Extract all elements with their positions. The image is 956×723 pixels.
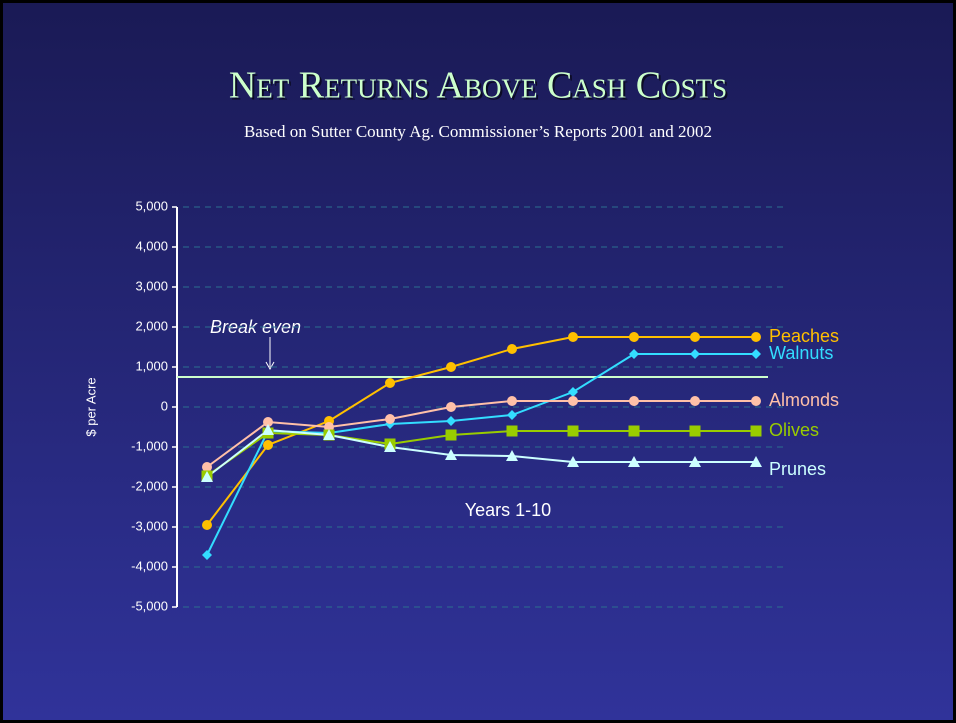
point — [385, 378, 395, 388]
series-label: Olives — [769, 420, 819, 440]
point — [629, 396, 639, 406]
point — [323, 429, 335, 440]
point — [262, 424, 274, 435]
y-tick-label: -1,000 — [131, 438, 168, 453]
point — [751, 349, 761, 359]
series-label: Peaches — [769, 326, 839, 346]
point — [385, 414, 395, 424]
point — [445, 429, 457, 441]
point — [202, 550, 212, 560]
point — [263, 440, 273, 450]
x-axis-label: Years 1-10 — [465, 500, 551, 520]
point — [507, 396, 517, 406]
point — [629, 349, 639, 359]
y-tick-label: 3,000 — [135, 278, 168, 293]
point — [690, 396, 700, 406]
point — [628, 425, 640, 437]
point — [507, 410, 517, 420]
point — [263, 417, 273, 427]
point — [567, 425, 579, 437]
point — [446, 416, 456, 426]
series-line — [206, 430, 756, 477]
y-tick-label: 5,000 — [135, 198, 168, 213]
point — [384, 441, 396, 452]
point — [629, 332, 639, 342]
point — [751, 332, 761, 342]
point — [202, 462, 212, 472]
point — [568, 332, 578, 342]
point — [507, 344, 517, 354]
y-tick-label: 4,000 — [135, 238, 168, 253]
point — [568, 396, 578, 406]
series-line — [206, 428, 756, 478]
point — [568, 387, 578, 397]
y-axis-label: $ per Acre — [83, 377, 98, 436]
title-shadow: Net Returns Above Cash Costs — [231, 67, 729, 109]
slide-background — [3, 3, 953, 720]
point — [446, 362, 456, 372]
point — [750, 425, 762, 437]
y-tick-label: 2,000 — [135, 318, 168, 333]
point — [690, 349, 700, 359]
series-line — [206, 400, 756, 468]
point — [567, 456, 579, 467]
point — [446, 402, 456, 412]
point — [202, 520, 212, 530]
y-tick-label: 0 — [161, 398, 168, 413]
plot: -5,000 -4,000 -3,000 -2,000 -1,000 0 1,000 2,00… — [131, 198, 839, 613]
point — [506, 450, 518, 461]
series-label: Prunes — [769, 459, 826, 479]
y-tick-label: -5,000 — [131, 598, 168, 613]
chart-subtitle: Based on Sutter County Ag. Commissioner’… — [244, 122, 712, 141]
y-tick-label: -4,000 — [131, 558, 168, 573]
chart-title: Net Returns Above Cash Costs — [229, 65, 727, 107]
series-label: Walnuts — [769, 343, 833, 363]
point — [506, 425, 518, 437]
y-tick-label: -3,000 — [131, 518, 168, 533]
point — [689, 456, 701, 467]
point — [750, 456, 762, 467]
point — [201, 471, 213, 482]
point — [689, 425, 701, 437]
point — [751, 396, 761, 406]
annotation-arrowhead — [265, 361, 275, 371]
y-tick-label: -2,000 — [131, 478, 168, 493]
point — [628, 456, 640, 467]
annotation: Break even — [210, 317, 301, 337]
y-tick-label: 1,000 — [135, 358, 168, 373]
series-label: Almonds — [769, 390, 839, 410]
point — [690, 332, 700, 342]
point — [445, 449, 457, 460]
